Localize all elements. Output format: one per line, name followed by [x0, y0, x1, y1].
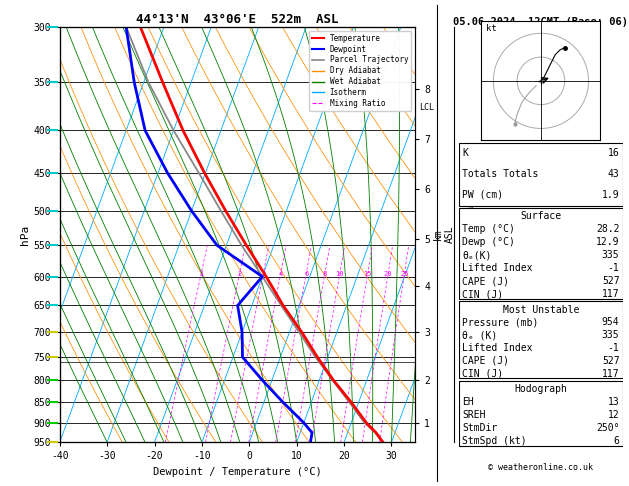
- Text: CIN (J): CIN (J): [462, 369, 504, 379]
- Text: Lifted Index: Lifted Index: [462, 263, 533, 273]
- Text: © weatheronline.co.uk: © weatheronline.co.uk: [489, 463, 593, 471]
- Text: 335: 335: [602, 250, 620, 260]
- Text: θₑ(K): θₑ(K): [462, 250, 492, 260]
- Text: -1: -1: [608, 343, 620, 353]
- Legend: Temperature, Dewpoint, Parcel Trajectory, Dry Adiabat, Wet Adiabat, Isotherm, Mi: Temperature, Dewpoint, Parcel Trajectory…: [309, 31, 411, 111]
- Text: Most Unstable: Most Unstable: [503, 305, 579, 314]
- Text: Totals Totals: Totals Totals: [462, 169, 539, 179]
- Text: 8: 8: [323, 271, 327, 277]
- Text: CIN (J): CIN (J): [462, 289, 504, 299]
- Y-axis label: km
ASL: km ASL: [433, 226, 454, 243]
- Text: 25: 25: [400, 271, 409, 277]
- Title: 44°13'N  43°06'E  522m  ASL: 44°13'N 43°06'E 522m ASL: [136, 13, 338, 26]
- Bar: [459, 208, 623, 299]
- Text: Pressure (mb): Pressure (mb): [462, 317, 539, 328]
- Text: 2: 2: [237, 271, 242, 277]
- Text: -1: -1: [608, 263, 620, 273]
- Text: 117: 117: [602, 369, 620, 379]
- Text: 28.2: 28.2: [596, 224, 620, 234]
- Text: 3: 3: [261, 271, 265, 277]
- Text: θₑ (K): θₑ (K): [462, 330, 498, 340]
- Text: LCL: LCL: [419, 103, 433, 112]
- Text: SREH: SREH: [462, 410, 486, 420]
- Text: 16: 16: [608, 148, 620, 158]
- Text: CAPE (J): CAPE (J): [462, 276, 509, 286]
- Text: 12.9: 12.9: [596, 237, 620, 247]
- Text: 20: 20: [384, 271, 392, 277]
- Bar: [459, 301, 623, 378]
- Text: 4: 4: [279, 271, 283, 277]
- Text: 6: 6: [304, 271, 308, 277]
- Text: 12: 12: [608, 410, 620, 420]
- Text: kt: kt: [486, 24, 497, 33]
- Text: Hodograph: Hodograph: [515, 384, 567, 394]
- Y-axis label: Mixing Ratio (g/kg): Mixing Ratio (g/kg): [465, 183, 474, 286]
- X-axis label: Dewpoint / Temperature (°C): Dewpoint / Temperature (°C): [153, 467, 322, 477]
- Text: 335: 335: [602, 330, 620, 340]
- Text: 527: 527: [602, 356, 620, 366]
- Text: 6: 6: [613, 436, 620, 446]
- Text: 10: 10: [335, 271, 344, 277]
- Text: 527: 527: [602, 276, 620, 286]
- Text: CAPE (J): CAPE (J): [462, 356, 509, 366]
- Text: 43: 43: [608, 169, 620, 179]
- Text: 05.06.2024  12GMT (Base: 06): 05.06.2024 12GMT (Base: 06): [454, 17, 628, 27]
- Y-axis label: hPa: hPa: [20, 225, 30, 244]
- Text: Surface: Surface: [520, 211, 562, 221]
- Text: 1.9: 1.9: [602, 190, 620, 200]
- Text: Dewp (°C): Dewp (°C): [462, 237, 515, 247]
- Text: EH: EH: [462, 397, 474, 407]
- Text: Lifted Index: Lifted Index: [462, 343, 533, 353]
- Bar: [459, 381, 623, 446]
- Text: 117: 117: [602, 289, 620, 299]
- Text: StmSpd (kt): StmSpd (kt): [462, 436, 527, 446]
- Text: K: K: [462, 148, 469, 158]
- Text: PW (cm): PW (cm): [462, 190, 504, 200]
- Text: StmDir: StmDir: [462, 423, 498, 433]
- Bar: [459, 143, 623, 206]
- Text: 954: 954: [602, 317, 620, 328]
- Text: 1: 1: [199, 271, 203, 277]
- Text: 13: 13: [608, 397, 620, 407]
- Text: 250°: 250°: [596, 423, 620, 433]
- Text: Temp (°C): Temp (°C): [462, 224, 515, 234]
- Text: 15: 15: [364, 271, 372, 277]
